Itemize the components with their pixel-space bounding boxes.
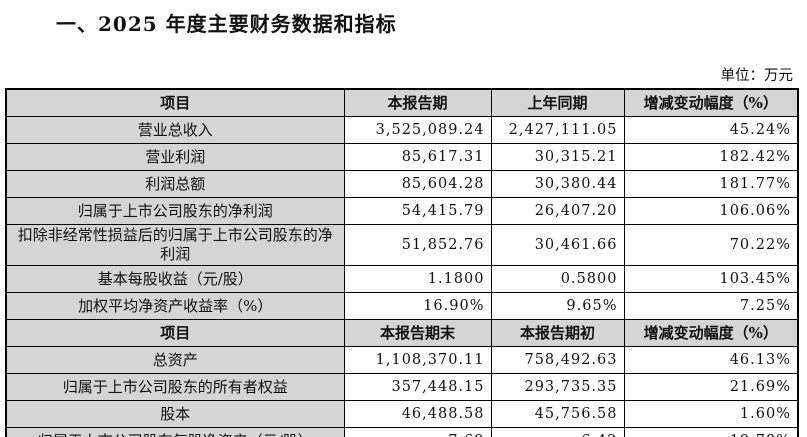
table-header-row-period: 项目 本报告期 上年同期 增减变动幅度（%） [5, 88, 799, 117]
value-current: 16.90% [343, 292, 492, 320]
value-change: 181.77% [623, 170, 799, 198]
value-period-end: 7.69 [343, 427, 492, 437]
value-current: 85,617.31 [343, 143, 492, 171]
header-prior-period: 上年同期 [490, 88, 625, 117]
value-change: 46.13% [623, 346, 799, 374]
value-current: 1.1800 [343, 265, 492, 293]
value-change: 7.25% [623, 292, 799, 320]
value-prior: 30,380.44 [490, 170, 625, 198]
value-change: 182.42% [623, 143, 799, 171]
value-prior: 30,461.66 [490, 224, 625, 266]
table-row: 归属于上市公司股东的所有者权益 357,448.15 293,735.35 21… [5, 373, 799, 401]
table-row: 归属于上市公司股东每股净资产（元/股） 7.69 6.42 19.78% [5, 427, 799, 437]
row-label: 营业利润 [5, 143, 345, 171]
header-period-start: 本报告期初 [490, 319, 625, 347]
value-prior: 0.5800 [490, 265, 625, 293]
table-row: 营业总收入 3,525,089.24 2,427,111.05 45.24% [5, 116, 799, 144]
value-period-start: 45,756.58 [490, 400, 625, 428]
value-change: 70.22% [623, 224, 799, 266]
row-label: 归属于上市公司股东每股净资产（元/股） [5, 427, 345, 437]
row-label: 利润总额 [5, 170, 345, 198]
value-current: 54,415.79 [343, 197, 492, 225]
value-change: 1.60% [623, 400, 799, 428]
value-prior: 9.65% [490, 292, 625, 320]
value-current: 85,604.28 [343, 170, 492, 198]
value-period-start: 6.42 [490, 427, 625, 437]
header-current-period: 本报告期 [343, 88, 492, 117]
table-row: 归属于上市公司股东的净利润 54,415.79 26,407.20 106.06… [5, 197, 799, 225]
value-current: 3,525,089.24 [343, 116, 492, 144]
row-label: 归属于上市公司股东的净利润 [5, 197, 345, 225]
table-row: 扣除非经常性损益后的归属于上市公司股东的净利润 51,852.76 30,461… [5, 224, 799, 266]
table-header-row-balance: 项目 本报告期末 本报告期初 增减变动幅度（%） [5, 319, 799, 347]
value-change: 19.78% [623, 427, 799, 437]
row-label: 基本每股收益（元/股） [5, 265, 345, 293]
value-change: 106.06% [623, 197, 799, 225]
row-label: 总资产 [5, 346, 345, 374]
unit-label: 单位：万元 [720, 68, 794, 84]
table-row: 营业利润 85,617.31 30,315.21 182.42% [5, 143, 799, 171]
header-period-end: 本报告期末 [343, 319, 492, 347]
header-change-percent: 增减变动幅度（%） [623, 319, 799, 347]
financial-indicators-table: 项目 本报告期 上年同期 增减变动幅度（%） 营业总收入 3,525,089.2… [5, 88, 799, 437]
table-row: 总资产 1,108,370.11 758,492.63 46.13% [5, 346, 799, 374]
value-period-end: 1,108,370.11 [343, 346, 492, 374]
value-period-end: 357,448.15 [343, 373, 492, 401]
table-row: 利润总额 85,604.28 30,380.44 181.77% [5, 170, 799, 198]
value-prior: 26,407.20 [490, 197, 625, 225]
row-label: 加权平均净资产收益率（%） [5, 292, 345, 320]
value-change: 45.24% [623, 116, 799, 144]
value-period-start: 293,735.35 [490, 373, 625, 401]
header-change-percent: 增减变动幅度（%） [623, 88, 799, 117]
value-period-end: 46,488.58 [343, 400, 492, 428]
value-prior: 30,315.21 [490, 143, 625, 171]
value-change: 103.45% [623, 265, 799, 293]
row-label: 股本 [5, 400, 345, 428]
section-title: 一、2025 年度主要财务数据和指标 [56, 12, 397, 36]
row-label: 归属于上市公司股东的所有者权益 [5, 373, 345, 401]
table-row: 基本每股收益（元/股） 1.1800 0.5800 103.45% [5, 265, 799, 293]
row-label: 营业总收入 [5, 116, 345, 144]
header-item: 项目 [5, 319, 345, 347]
table-row: 加权平均净资产收益率（%） 16.90% 9.65% 7.25% [5, 292, 799, 320]
value-prior: 2,427,111.05 [490, 116, 625, 144]
header-item: 项目 [5, 88, 345, 117]
value-period-start: 758,492.63 [490, 346, 625, 374]
row-label: 扣除非经常性损益后的归属于上市公司股东的净利润 [5, 224, 345, 266]
value-current: 51,852.76 [343, 224, 492, 266]
table-row: 股本 46,488.58 45,756.58 1.60% [5, 400, 799, 428]
value-change: 21.69% [623, 373, 799, 401]
